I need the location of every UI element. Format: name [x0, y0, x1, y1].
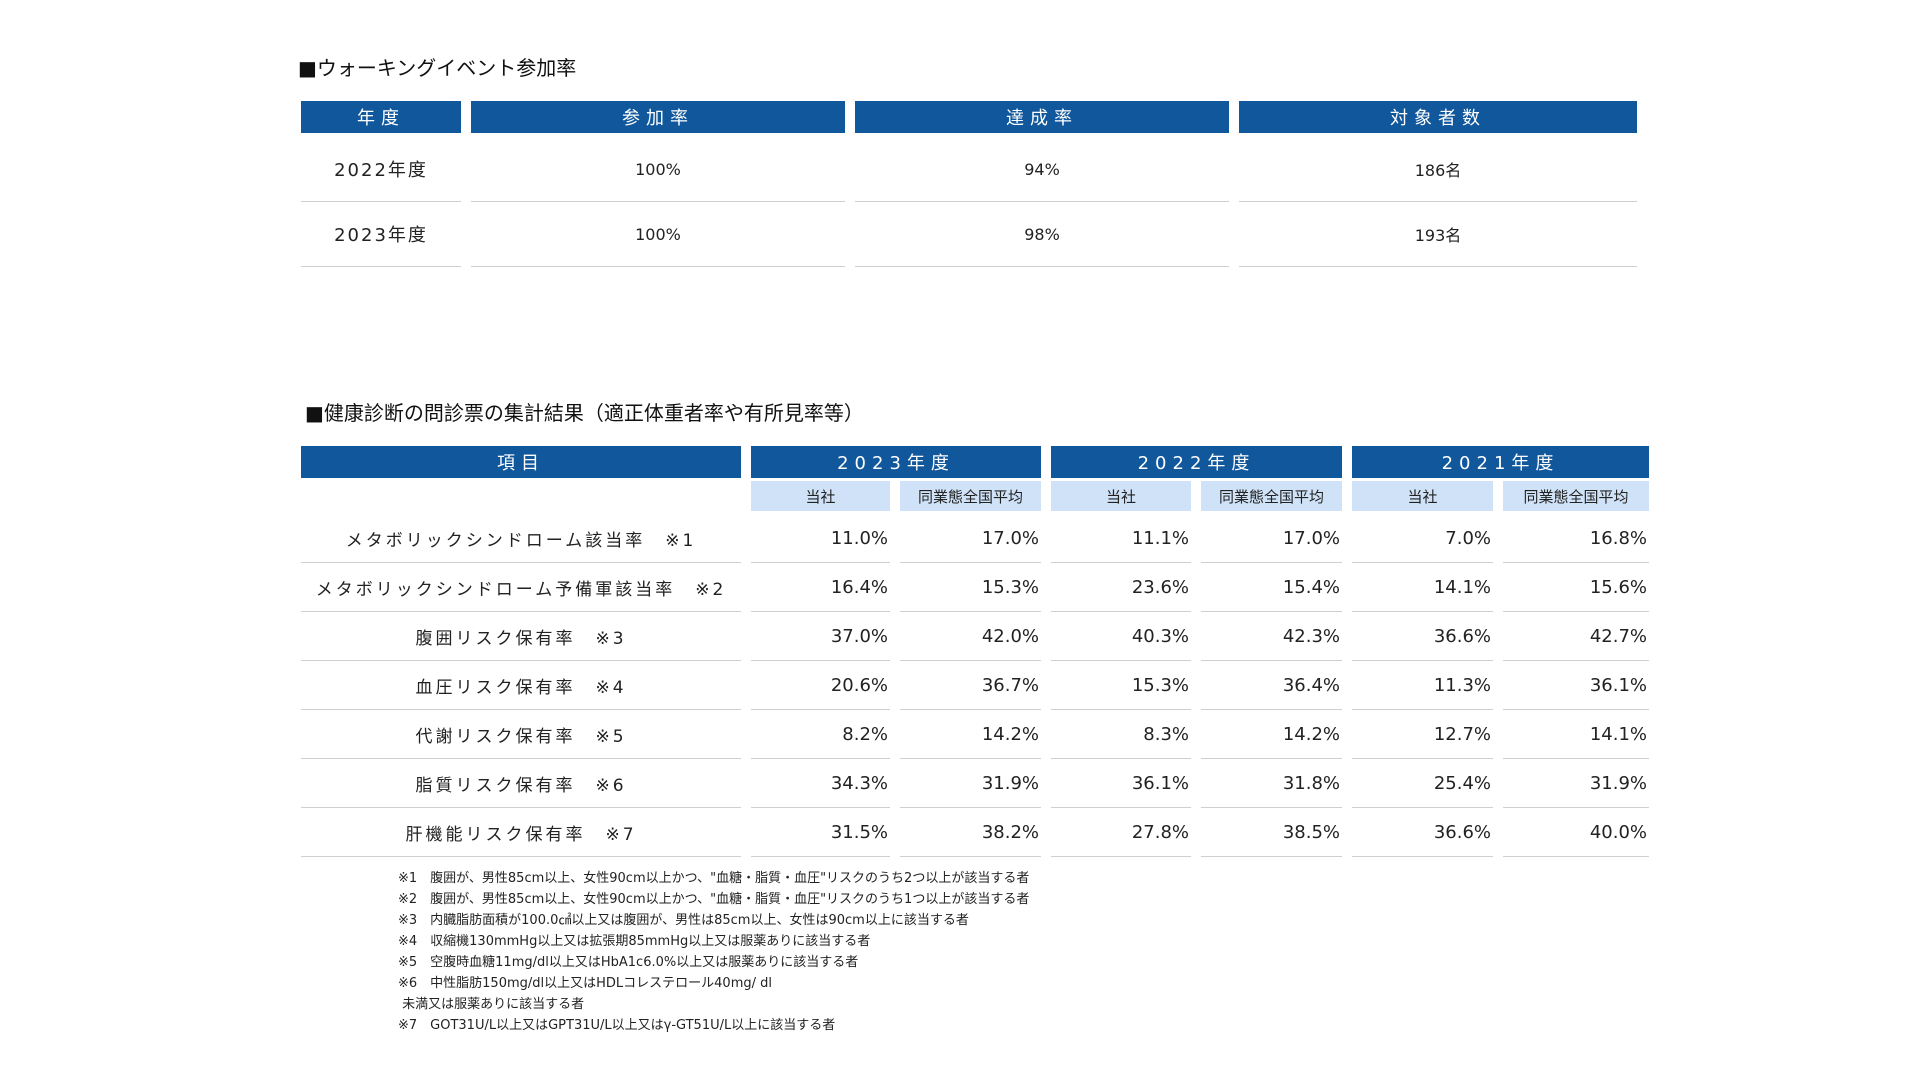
- company-value-cell: 34.3%: [751, 759, 890, 808]
- table-row: 脂質リスク保有率 ※6 34.3% 31.9% 36.1% 31.8% 25.4% 31.9…: [301, 759, 1649, 808]
- target-count-cell: 193名: [1239, 202, 1637, 267]
- table-row: メタボリックシンドローム該当率 ※1 11.0% 17.0% 11.1% 17.0% 7.…: [301, 514, 1649, 563]
- walking-event-table: 年度 参加率 達成率 対象者数 2022年度 100% 94% 186名 202…: [291, 101, 1647, 267]
- industry-average-cell: 31.9%: [900, 759, 1041, 808]
- achievement-cell: 98%: [855, 202, 1229, 267]
- company-value-cell: 40.3%: [1051, 612, 1191, 661]
- table-row: 代謝リスク保有率 ※5 8.2% 14.2% 8.3% 14.2% 12.7% 14.1%: [301, 710, 1649, 759]
- walking-section-title: ■ウォーキングイベント参加率: [298, 56, 577, 80]
- header-item: 項目: [301, 446, 741, 478]
- row-label: 代謝リスク保有率 ※5: [301, 710, 741, 759]
- header-2021: 2021年度: [1352, 446, 1649, 478]
- company-value-cell: 20.6%: [751, 661, 890, 710]
- industry-average-cell: 17.0%: [900, 514, 1041, 563]
- footnote: ※5 空腹時血糖11mg/dl以上又はHbA1c6.0%以上又は服薬ありに該当す…: [398, 955, 859, 970]
- subheader-industry-average: 同業態全国平均: [1503, 478, 1649, 514]
- row-label: メタボリックシンドローム予備軍該当率 ※2: [301, 563, 741, 612]
- company-value-cell: 15.3%: [1051, 661, 1191, 710]
- footnote: ※6 中性脂肪150mg/dl以上又はHDLコレステロール40mg/ dl 未満…: [398, 976, 772, 1012]
- industry-average-cell: 14.2%: [1201, 710, 1342, 759]
- company-value-cell: 36.6%: [1352, 808, 1493, 857]
- header-2023: 2023年度: [751, 446, 1041, 478]
- company-value-cell: 11.0%: [751, 514, 890, 563]
- industry-average-cell: 42.3%: [1201, 612, 1342, 661]
- company-value-cell: 12.7%: [1352, 710, 1493, 759]
- health-check-table: 項目 2023年度 2022年度 2021年度 当社 同業態全国平均 当社 同業…: [291, 446, 1659, 857]
- footnotes: ※1 腹囲が、男性85cm以上、女性90cm以上かつ、"血糖・脂質・血圧"リスク…: [398, 868, 1029, 1036]
- row-label: 肝機能リスク保有率 ※7: [301, 808, 741, 857]
- footnote: ※3 内臓脂肪面積が100.0㎠以上又は腹囲が、男性は85cm以上、女性は90c…: [398, 913, 969, 928]
- industry-average-cell: 14.2%: [900, 710, 1041, 759]
- subheader-industry-average: 同業態全国平均: [1201, 478, 1342, 514]
- header-2022: 2022年度: [1051, 446, 1342, 478]
- table-row: 血圧リスク保有率 ※4 20.6% 36.7% 15.3% 36.4% 11.3% 36.1…: [301, 661, 1649, 710]
- table-row: 肝機能リスク保有率 ※7 31.5% 38.2% 27.8% 38.5% 36.6% 40.…: [301, 808, 1649, 857]
- company-value-cell: 23.6%: [1051, 563, 1191, 612]
- company-value-cell: 25.4%: [1352, 759, 1493, 808]
- row-label: 腹囲リスク保有率 ※3: [301, 612, 741, 661]
- header-year: 年度: [301, 101, 461, 137]
- achievement-cell: 94%: [855, 137, 1229, 202]
- industry-average-cell: 31.9%: [1503, 759, 1649, 808]
- row-label: 脂質リスク保有率 ※6: [301, 759, 741, 808]
- industry-average-cell: 38.5%: [1201, 808, 1342, 857]
- industry-average-cell: 38.2%: [900, 808, 1041, 857]
- header-participation-rate: 参加率: [471, 101, 845, 137]
- year-cell: 2022年度: [301, 137, 461, 202]
- company-value-cell: 8.3%: [1051, 710, 1191, 759]
- industry-average-cell: 15.4%: [1201, 563, 1342, 612]
- company-value-cell: 31.5%: [751, 808, 890, 857]
- subheader-company: 当社: [751, 478, 890, 514]
- industry-average-cell: 36.1%: [1503, 661, 1649, 710]
- footnote: ※4 収縮機130mmHg以上又は拡張期85mmHg以上又は服薬ありに該当する者: [398, 934, 871, 949]
- company-value-cell: 8.2%: [751, 710, 890, 759]
- table-header-row: 年度 参加率 達成率 対象者数: [301, 101, 1637, 137]
- company-value-cell: 36.1%: [1051, 759, 1191, 808]
- table-row: 2022年度 100% 94% 186名: [301, 137, 1637, 202]
- industry-average-cell: 36.7%: [900, 661, 1041, 710]
- subheader-industry-average: 同業態全国平均: [900, 478, 1041, 514]
- target-count-cell: 186名: [1239, 137, 1637, 202]
- industry-average-cell: 15.3%: [900, 563, 1041, 612]
- company-value-cell: 36.6%: [1352, 612, 1493, 661]
- participation-cell: 100%: [471, 137, 845, 202]
- industry-average-cell: 42.7%: [1503, 612, 1649, 661]
- header-item-blank: [301, 478, 741, 514]
- subheader-company: 当社: [1051, 478, 1191, 514]
- industry-average-cell: 36.4%: [1201, 661, 1342, 710]
- industry-average-cell: 15.6%: [1503, 563, 1649, 612]
- company-value-cell: 7.0%: [1352, 514, 1493, 563]
- table-row: 腹囲リスク保有率 ※3 37.0% 42.0% 40.3% 42.3% 36.6% 42.7…: [301, 612, 1649, 661]
- subheader-company: 当社: [1352, 478, 1493, 514]
- header-target-count: 対象者数: [1239, 101, 1637, 137]
- industry-average-cell: 17.0%: [1201, 514, 1342, 563]
- sub-header-row: 当社 同業態全国平均 当社 同業態全国平均 当社 同業態全国平均: [301, 478, 1649, 514]
- header-achievement-rate: 達成率: [855, 101, 1229, 137]
- year-cell: 2023年度: [301, 202, 461, 267]
- industry-average-cell: 40.0%: [1503, 808, 1649, 857]
- industry-average-cell: 14.1%: [1503, 710, 1649, 759]
- company-value-cell: 27.8%: [1051, 808, 1191, 857]
- table-row: メタボリックシンドローム予備軍該当率 ※2 16.4% 15.3% 23.6% 15.4…: [301, 563, 1649, 612]
- participation-cell: 100%: [471, 202, 845, 267]
- company-value-cell: 14.1%: [1352, 563, 1493, 612]
- footnote: ※2 腹囲が、男性85cm以上、女性90cm以上かつ、"血糖・脂質・血圧"リスク…: [398, 892, 1030, 907]
- industry-average-cell: 16.8%: [1503, 514, 1649, 563]
- company-value-cell: 11.1%: [1051, 514, 1191, 563]
- industry-average-cell: 31.8%: [1201, 759, 1342, 808]
- footnote: ※1 腹囲が、男性85cm以上、女性90cm以上かつ、"血糖・脂質・血圧"リスク…: [398, 871, 1030, 886]
- row-label: メタボリックシンドローム該当率 ※1: [301, 514, 741, 563]
- industry-average-cell: 42.0%: [900, 612, 1041, 661]
- footnote: ※7 GOT31U/L以上又はGPT31U/L以上又はγ-GT51U/L以上に該…: [398, 1018, 836, 1033]
- table-row: 2023年度 100% 98% 193名: [301, 202, 1637, 267]
- company-value-cell: 16.4%: [751, 563, 890, 612]
- year-header-row: 項目 2023年度 2022年度 2021年度: [301, 446, 1649, 478]
- company-value-cell: 11.3%: [1352, 661, 1493, 710]
- row-label: 血圧リスク保有率 ※4: [301, 661, 741, 710]
- health-section-title: ■健康診断の問診票の集計結果（適正体重者率や有所見率等）: [305, 401, 864, 425]
- company-value-cell: 37.0%: [751, 612, 890, 661]
- health-table-body: メタボリックシンドローム該当率 ※1 11.0% 17.0% 11.1% 17.0% 7.…: [301, 514, 1649, 857]
